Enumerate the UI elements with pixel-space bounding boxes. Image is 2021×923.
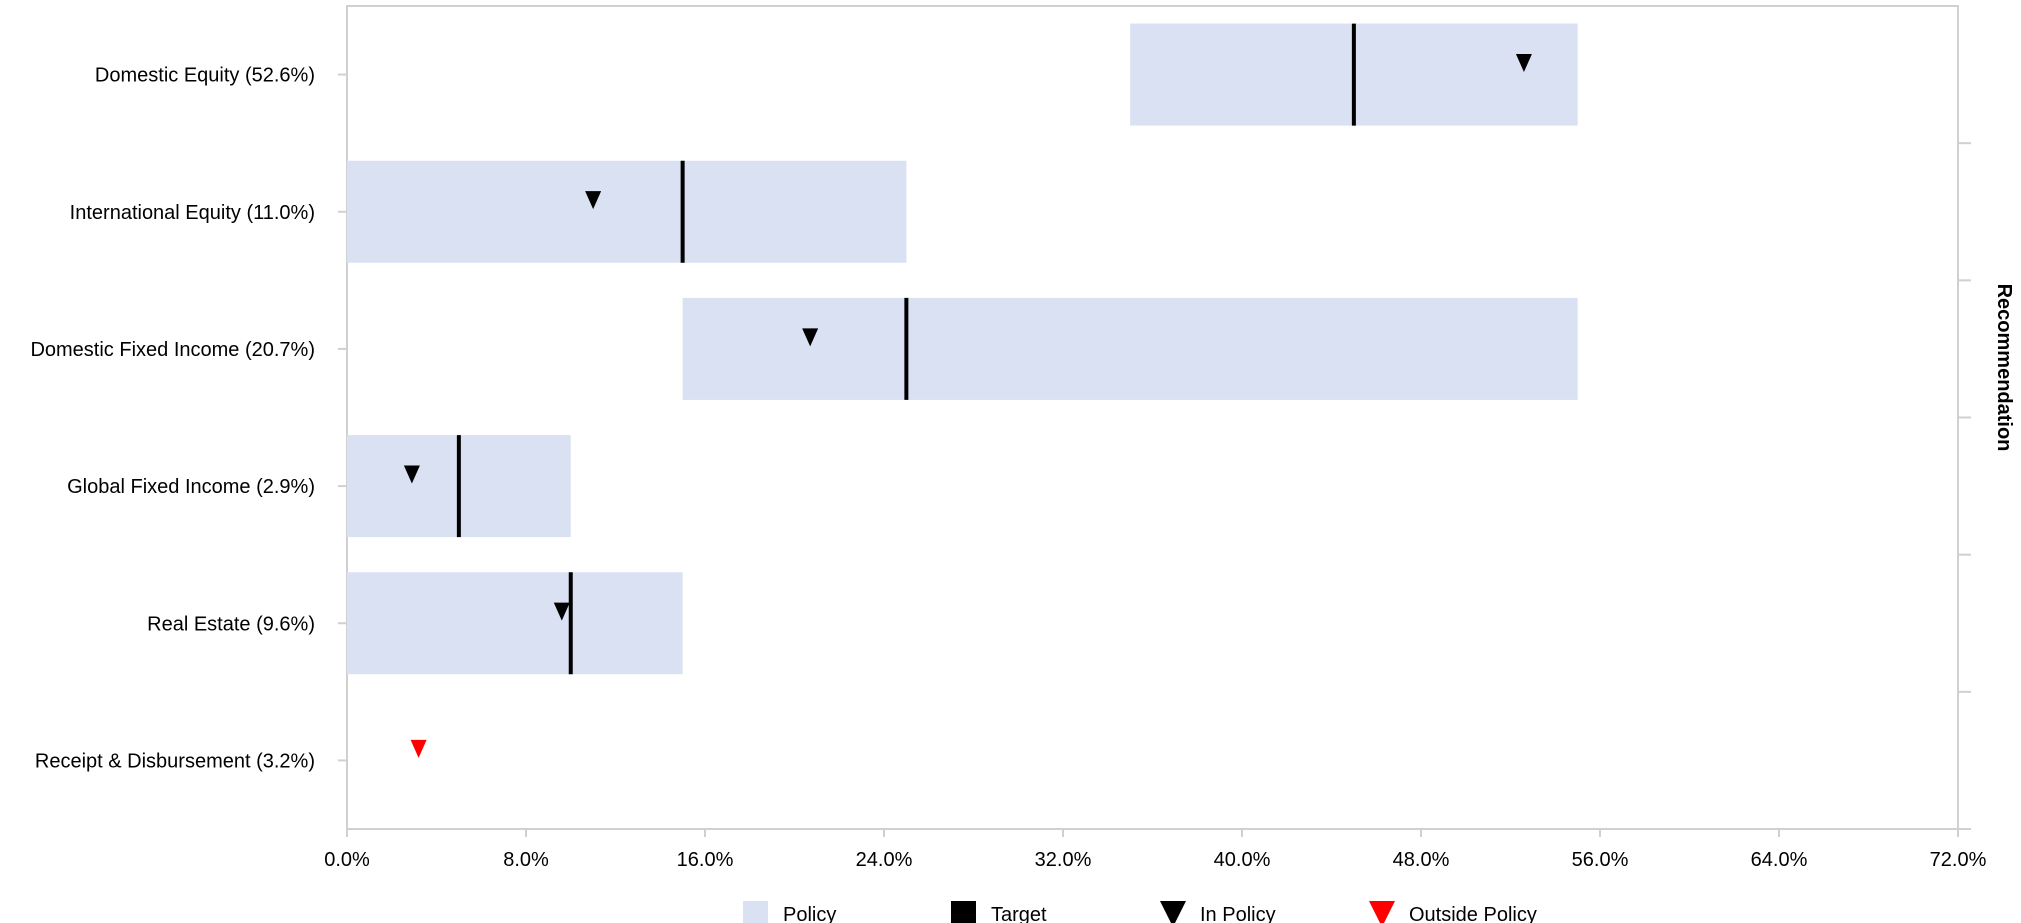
- plot-border: [346, 5, 1959, 830]
- x-tick-label: 0.0%: [324, 849, 370, 871]
- legend-label-target: Target: [991, 904, 1047, 923]
- legend-swatch-target: [951, 901, 976, 923]
- x-tick-label: 64.0%: [1751, 849, 1808, 871]
- legend-swatch-policy: [743, 901, 768, 923]
- category-labels: Domestic Equity (52.6%) International Equ…: [30, 65, 347, 772]
- x-tick-label: 48.0%: [1393, 849, 1450, 871]
- legend: Policy Target In Policy Outside Policy: [743, 901, 1537, 923]
- policy-bar: [347, 160, 907, 263]
- legend-swatch-in-policy: [1160, 901, 1186, 923]
- x-tick-label: 24.0%: [856, 849, 913, 871]
- category-label: Domestic Fixed Income (20.7%): [30, 339, 315, 361]
- category-label: Receipt & Disbursement (3.2%): [35, 750, 315, 772]
- actual-markers: [403, 54, 1532, 758]
- x-tick-label: 72.0%: [1930, 849, 1987, 871]
- right-axis: Recommendation: [1958, 142, 2015, 830]
- in-policy-marker: [1515, 54, 1532, 72]
- right-axis-title: Recommendation: [1993, 284, 2015, 452]
- category-label: Real Estate (9.6%): [147, 613, 315, 635]
- outside-policy-marker: [410, 739, 427, 758]
- policy-bar: [682, 297, 1578, 400]
- policy-bars: [347, 23, 1578, 675]
- in-policy-marker: [553, 602, 570, 621]
- category-label: Global Fixed Income (2.9%): [67, 476, 315, 498]
- legend-swatch-outside-policy: [1369, 901, 1395, 923]
- policy-bar: [347, 572, 683, 675]
- x-tick-label: 40.0%: [1214, 849, 1271, 871]
- in-policy-marker: [585, 191, 602, 210]
- legend-label-outside-policy: Outside Policy: [1409, 904, 1537, 923]
- target-lines: [456, 23, 1356, 675]
- x-tick-label: 56.0%: [1572, 849, 1629, 871]
- legend-label-in-policy: In Policy: [1200, 904, 1276, 923]
- in-policy-marker: [802, 328, 819, 347]
- x-axis-ticks: 0.0% 8.0% 16.0% 24.0% 32.0% 40.0% 48.0% 56.0% 64…: [324, 829, 1987, 871]
- in-policy-marker: [403, 465, 420, 484]
- x-tick-label: 8.0%: [503, 849, 549, 871]
- legend-label-policy: Policy: [783, 904, 836, 923]
- x-tick-label: 16.0%: [677, 849, 734, 871]
- category-label: Domestic Equity (52.6%): [95, 65, 315, 87]
- category-label: International Equity (11.0%): [70, 202, 315, 224]
- x-tick-label: 32.0%: [1035, 849, 1092, 871]
- plot-frame: [346, 5, 1959, 830]
